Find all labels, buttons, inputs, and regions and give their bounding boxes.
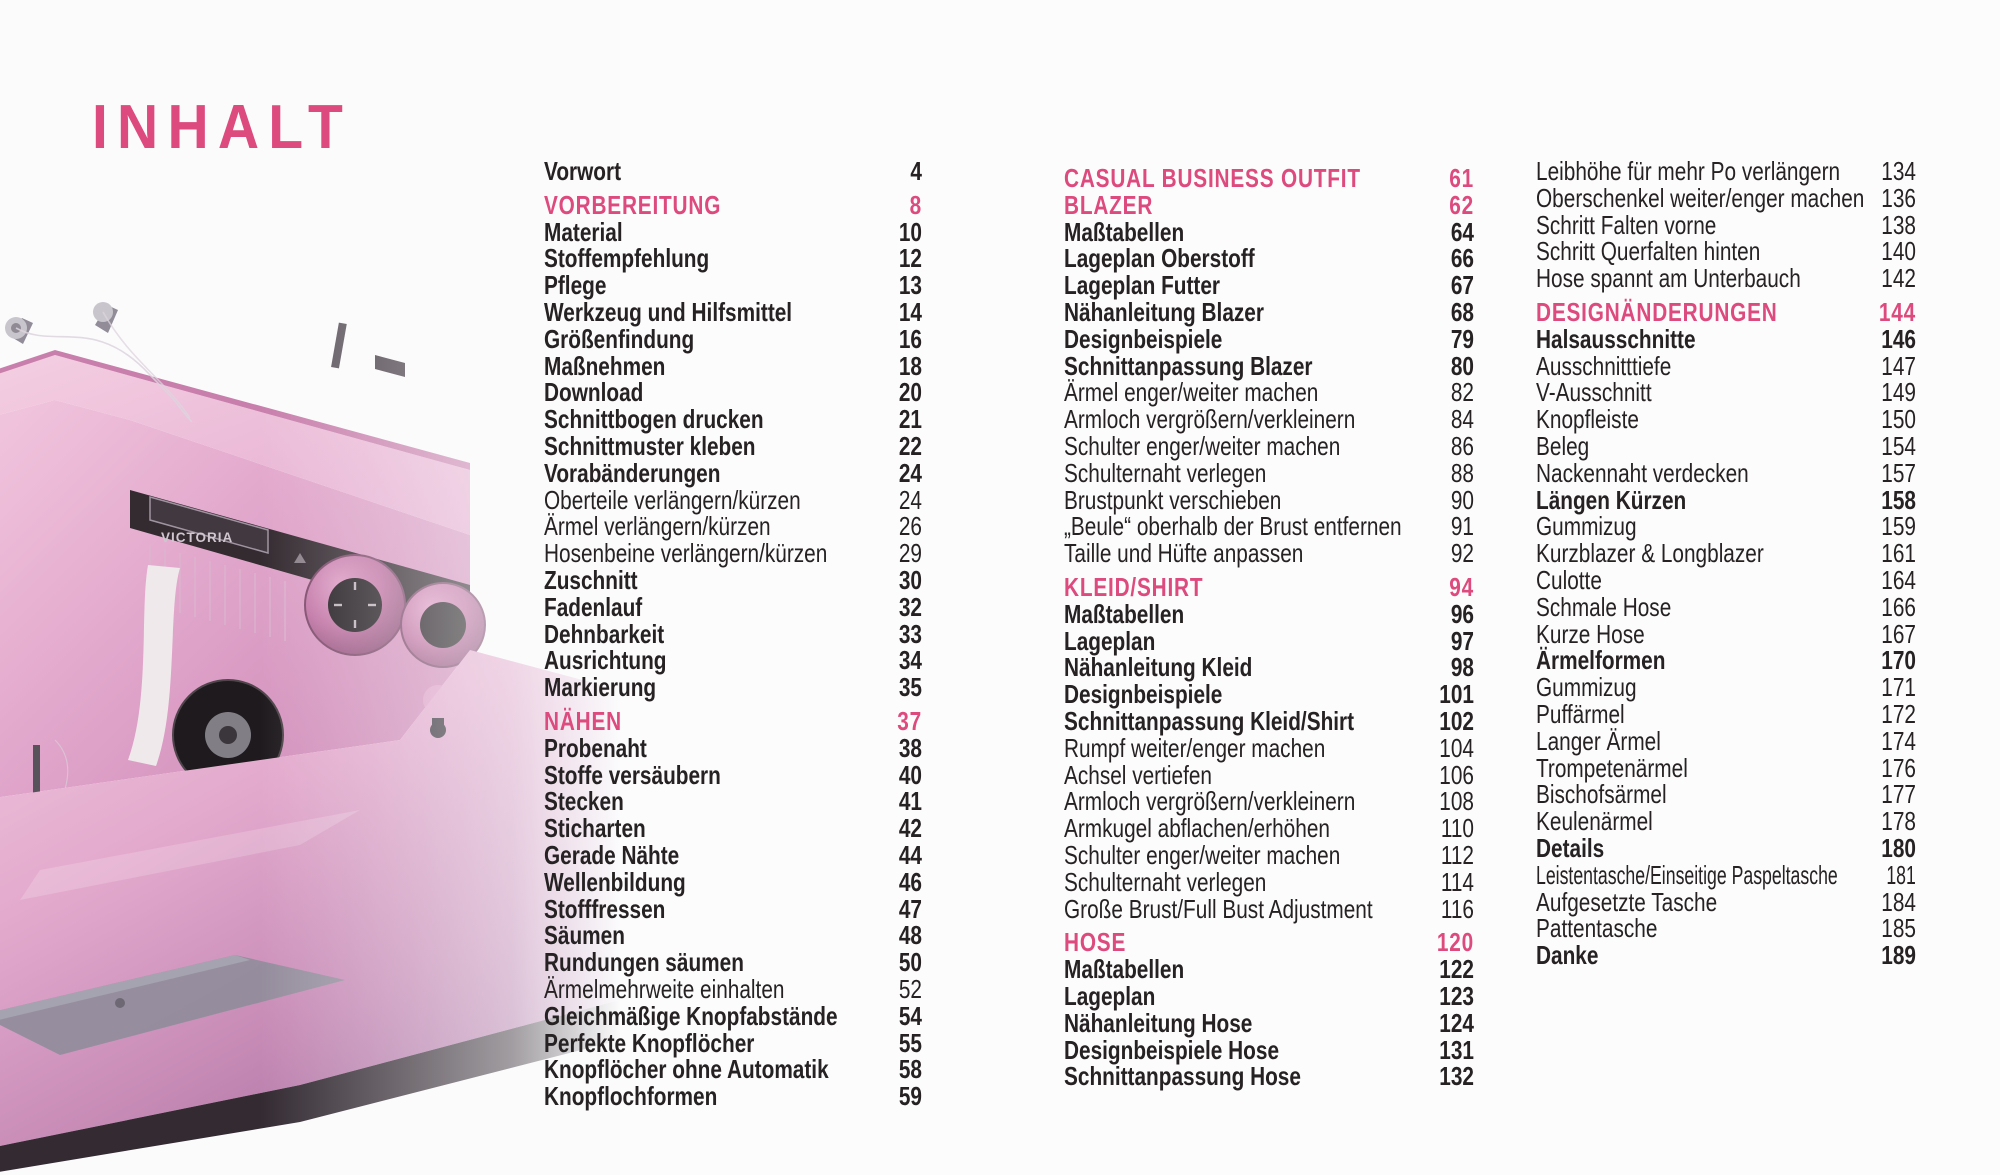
svg-text:VICTORIA: VICTORIA xyxy=(161,530,233,545)
